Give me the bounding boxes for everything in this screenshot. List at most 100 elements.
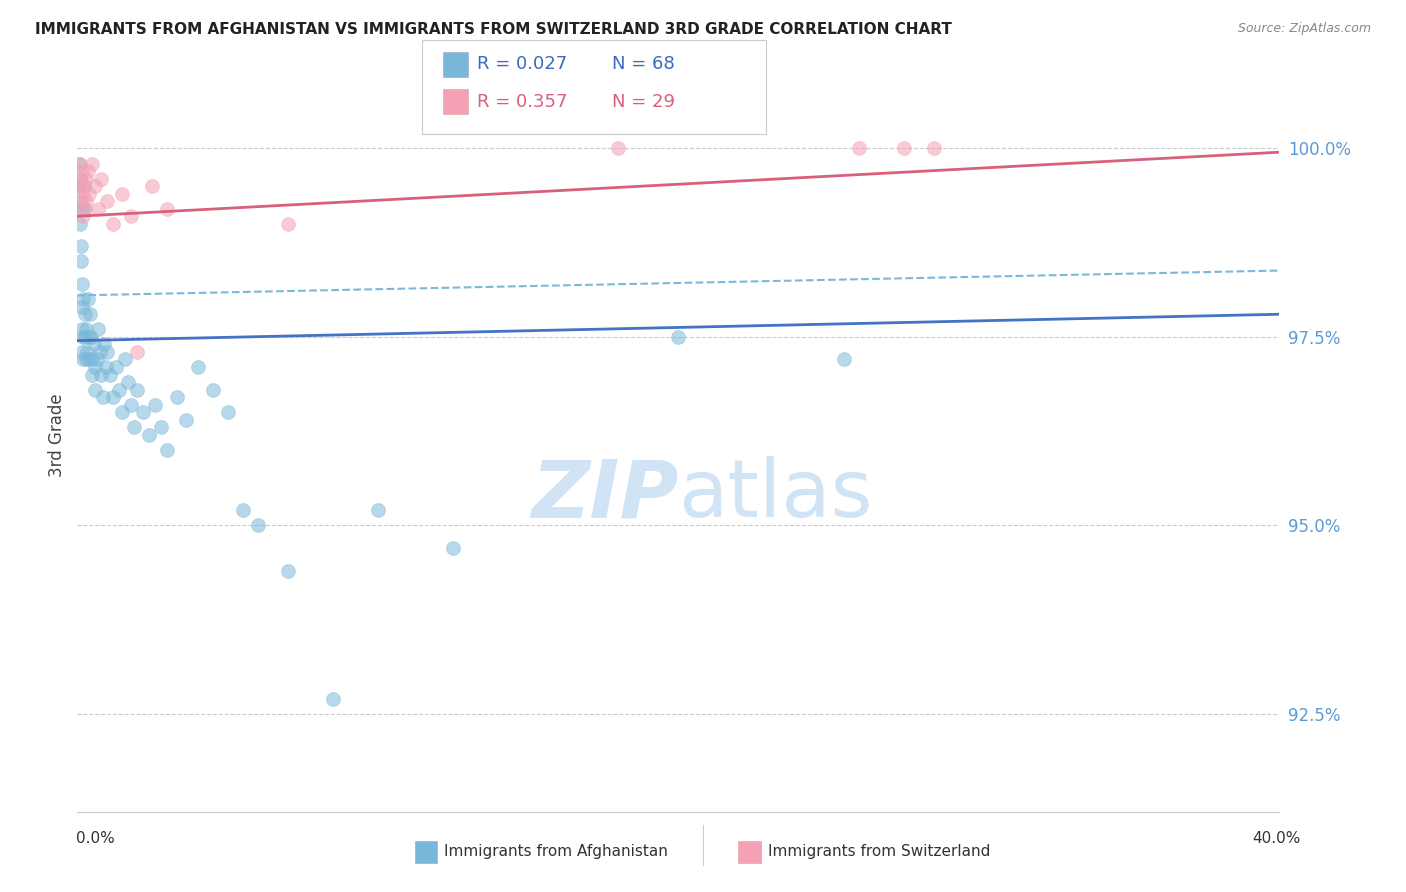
Point	[72, 345, 94, 359]
Point	[75, 330, 97, 344]
Point	[607, 141, 630, 155]
Point	[67, 156, 90, 170]
Point	[70, 277, 93, 292]
Point	[70, 194, 93, 209]
Point	[90, 368, 112, 382]
Text: R = 0.357: R = 0.357	[477, 93, 567, 111]
Text: 0.0%: 0.0%	[76, 831, 115, 847]
Point	[73, 202, 96, 216]
Point	[75, 194, 97, 209]
Point	[80, 330, 103, 344]
Point	[80, 352, 103, 367]
Point	[100, 368, 122, 382]
Y-axis label: 3rd Grade: 3rd Grade	[48, 393, 66, 476]
Point	[69, 156, 91, 170]
Text: N = 29: N = 29	[612, 93, 675, 111]
Point	[75, 352, 97, 367]
Point	[117, 375, 139, 389]
Point	[69, 239, 91, 253]
Point	[848, 141, 870, 155]
Point	[93, 337, 115, 351]
Point	[441, 541, 464, 555]
Point	[75, 322, 97, 336]
Point	[69, 194, 91, 209]
Point	[84, 179, 107, 194]
Point	[89, 345, 111, 359]
Point	[79, 186, 101, 201]
Point	[124, 420, 146, 434]
Point	[120, 209, 142, 223]
Point	[166, 390, 188, 404]
Point	[96, 345, 118, 359]
Point	[322, 691, 344, 706]
Point	[79, 307, 101, 321]
Point	[84, 383, 107, 397]
Point	[132, 405, 155, 419]
Point	[201, 383, 224, 397]
Point	[127, 345, 149, 359]
Point	[111, 405, 134, 419]
Point	[127, 383, 149, 397]
Point	[72, 292, 94, 306]
Text: R = 0.027: R = 0.027	[477, 55, 567, 73]
Text: Source: ZipAtlas.com: Source: ZipAtlas.com	[1237, 22, 1371, 36]
Point	[150, 420, 173, 434]
Point	[82, 156, 104, 170]
Point	[96, 194, 118, 209]
Point	[73, 179, 96, 194]
Point	[70, 322, 93, 336]
Point	[103, 217, 125, 231]
Point	[70, 254, 93, 268]
Point	[94, 359, 117, 374]
Point	[367, 503, 389, 517]
Point	[75, 171, 97, 186]
Point	[69, 171, 91, 186]
Point	[108, 383, 131, 397]
Point	[83, 359, 105, 374]
Point	[174, 413, 197, 427]
Point	[103, 390, 125, 404]
Point	[72, 330, 94, 344]
Point	[141, 179, 163, 194]
Point	[76, 164, 98, 178]
Text: ZIP: ZIP	[531, 456, 679, 534]
Point	[73, 179, 96, 194]
Point	[893, 141, 915, 155]
Point	[72, 186, 94, 201]
Point	[83, 337, 105, 351]
Point	[67, 179, 90, 194]
Point	[77, 330, 100, 344]
Point	[156, 442, 179, 457]
Point	[668, 330, 690, 344]
Point	[232, 503, 254, 517]
Point	[138, 428, 160, 442]
Point	[70, 164, 93, 178]
Point	[76, 345, 98, 359]
Text: Immigrants from Switzerland: Immigrants from Switzerland	[768, 845, 990, 859]
Point	[69, 217, 91, 231]
Point	[156, 202, 179, 216]
Point	[105, 359, 128, 374]
Point	[73, 202, 96, 216]
Point	[91, 390, 114, 404]
Point	[114, 352, 136, 367]
Point	[145, 398, 167, 412]
Point	[87, 202, 110, 216]
Point	[73, 307, 96, 321]
Text: Immigrants from Afghanistan: Immigrants from Afghanistan	[444, 845, 668, 859]
Point	[277, 564, 299, 578]
Point	[277, 217, 299, 231]
Point	[69, 171, 91, 186]
Point	[90, 171, 112, 186]
Point	[82, 368, 104, 382]
Point	[87, 322, 110, 336]
Point	[922, 141, 945, 155]
Point	[186, 359, 209, 374]
Point	[217, 405, 239, 419]
Point	[832, 352, 855, 367]
Text: N = 68: N = 68	[612, 55, 675, 73]
Text: 40.0%: 40.0%	[1253, 831, 1301, 847]
Point	[246, 518, 269, 533]
Point	[70, 300, 93, 314]
Point	[120, 398, 142, 412]
